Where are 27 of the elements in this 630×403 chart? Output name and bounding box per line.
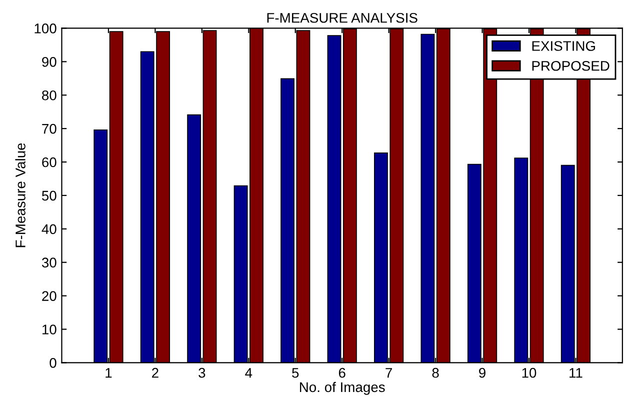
y-tick-label: 90 <box>42 56 56 67</box>
y-tick-label: 20 <box>42 291 56 301</box>
x-tick-label: 6 <box>338 368 346 378</box>
y-tick-label: 10 <box>42 324 56 334</box>
y-tick-label: 80 <box>42 90 56 100</box>
chart-title: F-MEASURE ANALYSIS <box>267 12 418 23</box>
x-tick-label: 2 <box>152 368 158 378</box>
x-tick-label: 7 <box>386 368 392 378</box>
legend-label: PROPOSED <box>532 60 610 71</box>
y-tick-label: 60 <box>42 157 56 168</box>
x-axis-title: No. of Images <box>300 382 385 395</box>
x-tick-label: 9 <box>479 368 486 378</box>
x-tick-label: 3 <box>198 368 206 378</box>
x-tick-label: 10 <box>522 368 536 378</box>
y-tick-label: 40 <box>42 224 56 234</box>
legend-label: EXISTING <box>532 41 596 51</box>
x-tick-label: 4 <box>245 368 252 378</box>
y-tick-label: 0 <box>50 358 56 368</box>
y-tick-label: 100 <box>34 24 56 34</box>
x-tick-label: 8 <box>432 368 439 378</box>
y-tick-label: 30 <box>42 258 56 268</box>
x-tick-label: 11 <box>570 368 582 378</box>
x-tick-label: 1 <box>106 368 112 378</box>
y-tick-label: 70 <box>42 124 56 134</box>
y-axis-title: F-Measure Value <box>15 143 26 248</box>
y-tick-label: 50 <box>42 190 56 201</box>
x-tick-label: 5 <box>292 368 299 378</box>
